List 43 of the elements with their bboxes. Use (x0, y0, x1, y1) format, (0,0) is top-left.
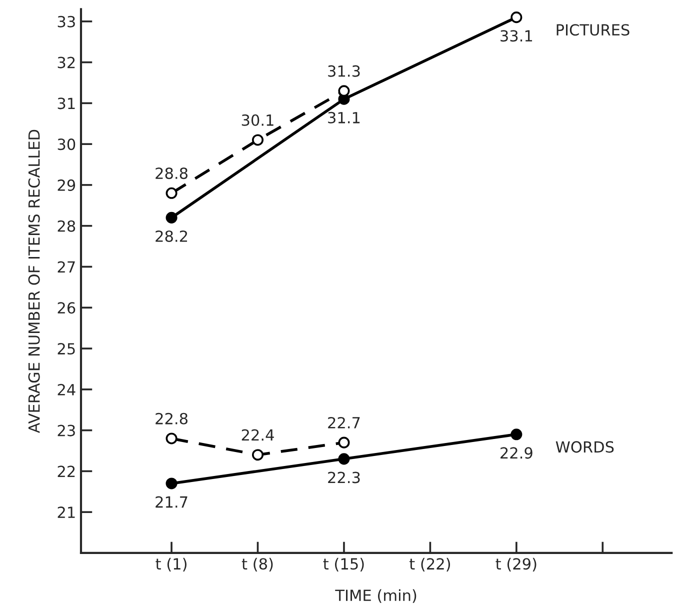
y-tick-label: 25 (58, 342, 75, 355)
data-label: 22.7 (328, 416, 360, 428)
y-axis-title: AVERAGE NUMBER OF ITEMS RECALLED (28, 130, 40, 434)
x-tick-label: t (1) (156, 558, 186, 572)
y-tick-label: 26 (58, 302, 76, 314)
point (166, 478, 178, 490)
data-label: 28.2 (156, 230, 188, 242)
data-label: 31.3 (328, 65, 360, 77)
point (338, 453, 350, 465)
x-tick-label: t (15) (323, 558, 364, 572)
point (166, 187, 178, 199)
point (252, 449, 264, 461)
data-label: 21.7 (156, 496, 188, 508)
text: WORDS (556, 441, 614, 453)
y-tick-label: 27 (58, 261, 75, 273)
point (166, 432, 178, 444)
y-tick-label: 21 (58, 506, 75, 518)
y-tick-label: 31 (58, 98, 75, 110)
data-label: 31.1 (328, 112, 360, 124)
y-tick-label: 29 (58, 179, 76, 191)
point (166, 212, 178, 224)
data-label: 28.8 (156, 168, 188, 180)
point (252, 134, 264, 146)
data-label: 22.4 (242, 429, 274, 441)
x-tick-label: t (29) (496, 558, 536, 572)
data-label: 30.1 (242, 114, 274, 126)
y-tick-label: 22 (58, 466, 75, 477)
y-tick-label: 33 (58, 16, 75, 28)
data-label: 22.9 (500, 447, 532, 459)
x-tick-label: t (22) (410, 558, 450, 572)
data-label: 22.3 (328, 472, 360, 484)
point (510, 428, 522, 440)
y-tick-label: 32 (58, 56, 75, 68)
data-label: 22.8 (156, 412, 188, 424)
y-tick-label: 23 (58, 424, 75, 436)
point (338, 436, 350, 448)
x-tick-label: t (8) (242, 558, 273, 572)
y-tick-label: 24 (58, 384, 76, 396)
text: PICTURES (556, 24, 630, 36)
data-label: 33.1 (500, 30, 532, 42)
y-tick-label: 30 (58, 138, 76, 150)
x-axis-title: TIME (min) (335, 589, 416, 603)
y-tick-label: 28 (58, 220, 76, 232)
